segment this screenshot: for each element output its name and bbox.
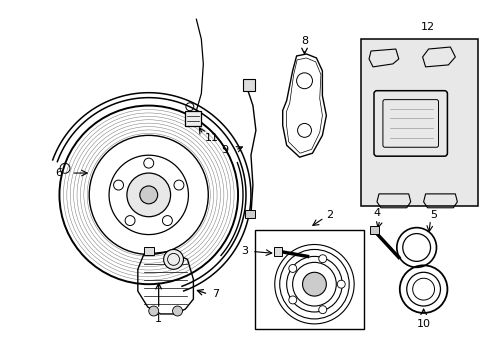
Circle shape <box>125 216 135 225</box>
Text: 8: 8 <box>300 36 307 46</box>
Text: 9: 9 <box>221 145 228 155</box>
Text: 3: 3 <box>241 247 248 256</box>
Bar <box>143 247 153 255</box>
Text: 1: 1 <box>155 314 162 324</box>
Text: 10: 10 <box>416 319 430 329</box>
Circle shape <box>127 173 170 217</box>
Circle shape <box>143 158 153 168</box>
Bar <box>254 230 364 329</box>
Text: 2: 2 <box>325 210 332 220</box>
Circle shape <box>89 135 208 255</box>
Circle shape <box>148 306 158 316</box>
Text: 7: 7 <box>211 289 218 299</box>
Circle shape <box>162 216 172 225</box>
Text: 12: 12 <box>420 22 434 32</box>
Bar <box>244 210 254 218</box>
Bar <box>185 111 201 126</box>
Circle shape <box>172 306 182 316</box>
Bar <box>243 79 254 91</box>
Circle shape <box>318 255 326 263</box>
Text: 5: 5 <box>429 210 436 220</box>
Circle shape <box>113 180 123 190</box>
Circle shape <box>302 272 325 296</box>
Text: 4: 4 <box>373 208 380 218</box>
Circle shape <box>140 186 157 204</box>
Circle shape <box>288 296 296 304</box>
Text: 11: 11 <box>205 133 219 143</box>
Bar <box>369 226 378 234</box>
Circle shape <box>288 265 296 273</box>
Circle shape <box>163 249 183 269</box>
Text: 6: 6 <box>55 168 62 178</box>
Circle shape <box>174 180 183 190</box>
Bar <box>273 247 281 256</box>
Bar <box>360 39 477 206</box>
Circle shape <box>318 306 326 314</box>
Circle shape <box>337 280 345 288</box>
